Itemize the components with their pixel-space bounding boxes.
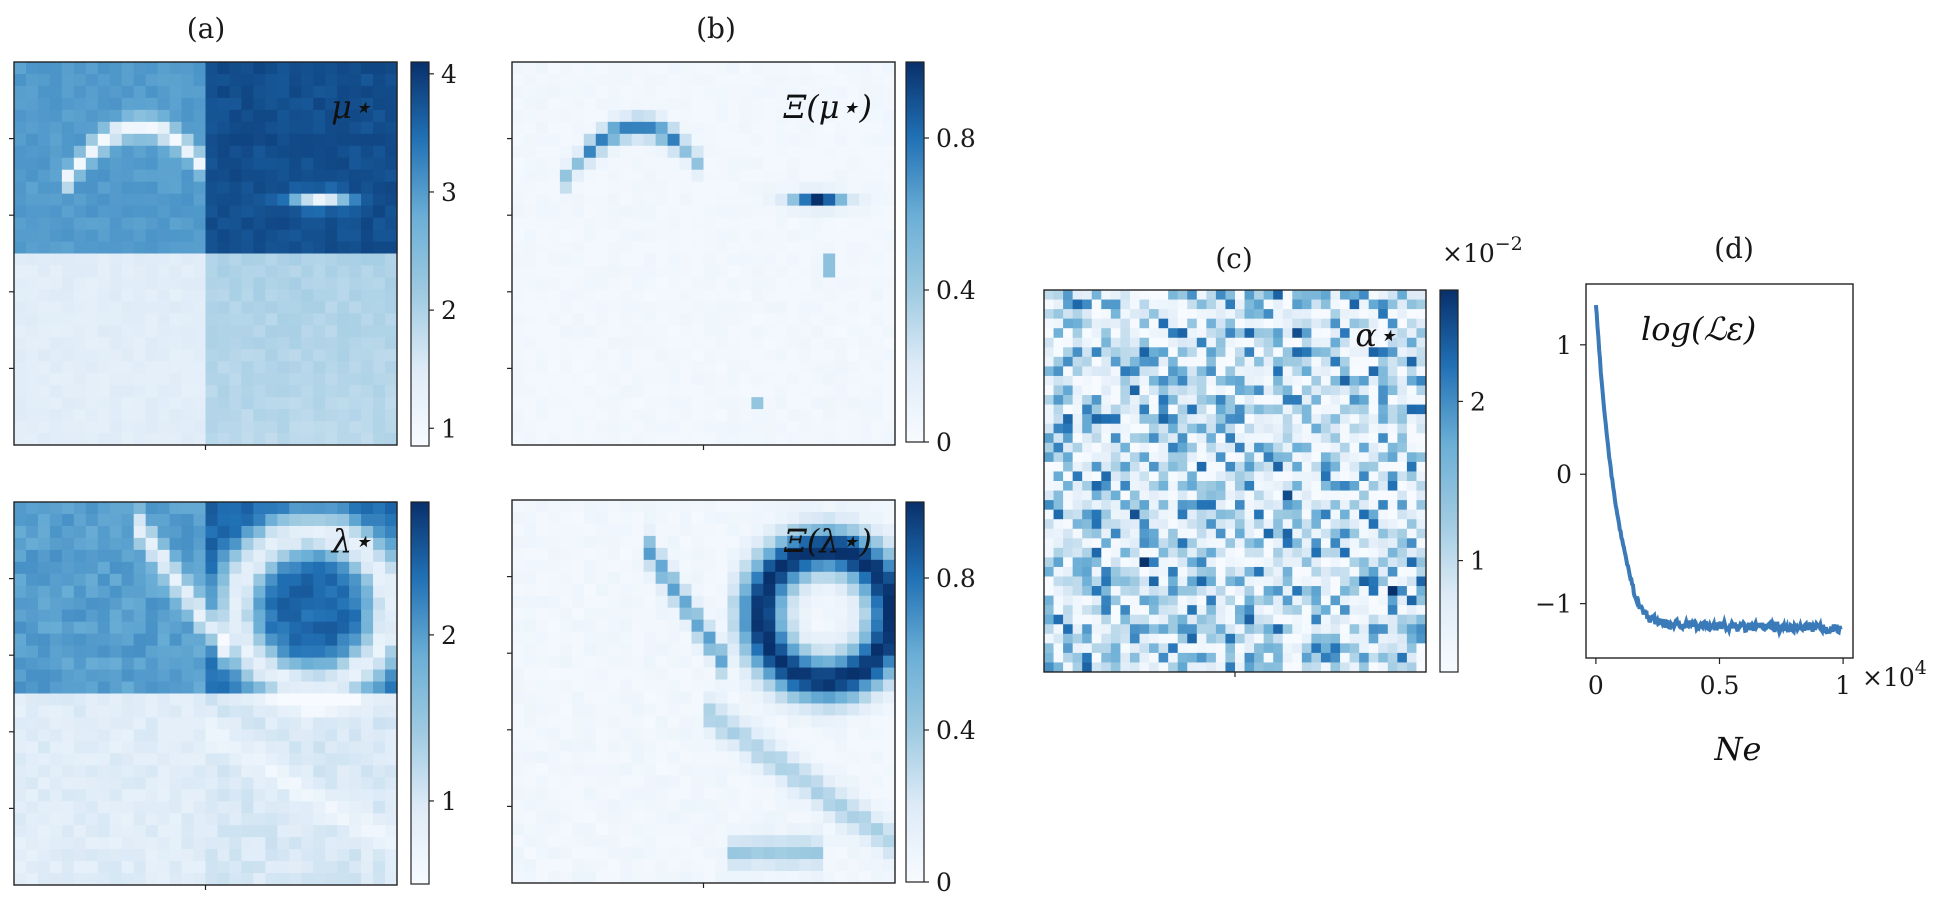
colorbar-tick-label: 0.8 <box>936 124 976 153</box>
x-tick-label: 0 <box>1588 671 1604 700</box>
loss-series-line <box>1593 304 1843 639</box>
colorbar-tick-label: 2 <box>441 621 457 650</box>
panel-label-d: (d) <box>1714 232 1754 265</box>
panel-label-c: (c) <box>1215 242 1253 275</box>
x-axis-multiplier: ×104 <box>1862 657 1927 692</box>
colorbar-alpha: 12 <box>1439 289 1486 673</box>
colorbar-mu: 1 2 3 4 <box>410 60 457 447</box>
colorbar-tick-label: 0.4 <box>936 276 976 305</box>
annotation-loss: log(ℒε) <box>1641 310 1756 348</box>
colorbar-tick-label: 0.8 <box>936 564 976 593</box>
colorbar-lambda: 12 <box>410 501 457 885</box>
colorbar-tick-label: 1 <box>441 414 457 443</box>
y-tick-label: 0 <box>1556 460 1572 489</box>
annotation-lambda: λ⋆ <box>330 522 372 560</box>
colorbar-tick-label: 1 <box>1470 547 1486 576</box>
heatmap-lambda <box>9 501 398 890</box>
colorbar-alpha-multiplier: ×10−2 <box>1442 233 1523 268</box>
colorbar-xi-lambda: 0 0.4 0.8 <box>905 501 976 897</box>
panel-label-a: (a) <box>187 12 226 45</box>
y-tick-label: 1 <box>1556 331 1572 360</box>
annotation-alpha: α⋆ <box>1355 316 1397 354</box>
heatmap-mu <box>9 61 398 450</box>
colorbar-tick-label: 2 <box>441 296 457 325</box>
colorbar-tick-label: 1 <box>441 787 457 816</box>
heatmap-xi-lambda <box>507 499 896 888</box>
loss-line-chart: 0 0.5 1 1 0 −1 log(ℒε) ×104 Ne <box>1535 283 1927 768</box>
y-tick-label: −1 <box>1535 590 1572 619</box>
annotation-xi-mu: Ξ(μ⋆) <box>783 88 872 126</box>
panel-label-b: (b) <box>696 12 736 45</box>
colorbar-tick-label: 2 <box>1470 387 1486 416</box>
heatmap-xi-mu <box>507 61 896 450</box>
x-tick-label: 0.5 <box>1700 671 1740 700</box>
colorbar-tick-label: 4 <box>441 60 457 89</box>
annotation-mu: μ⋆ <box>331 88 372 126</box>
colorbar-tick-label: 3 <box>441 178 457 207</box>
colorbar-tick-label: 0.4 <box>936 716 976 745</box>
annotation-xi-lambda: Ξ(λ⋆) <box>783 522 872 560</box>
colorbar-xi-mu: 0 0.4 0.8 <box>905 61 976 457</box>
colorbar-tick-label: 0 <box>936 868 952 897</box>
colorbar-tick-label: 0 <box>936 428 952 457</box>
x-tick-label: 1 <box>1835 671 1851 700</box>
heatmap-alpha <box>1043 289 1427 677</box>
x-axis-label: Ne <box>1714 730 1762 768</box>
